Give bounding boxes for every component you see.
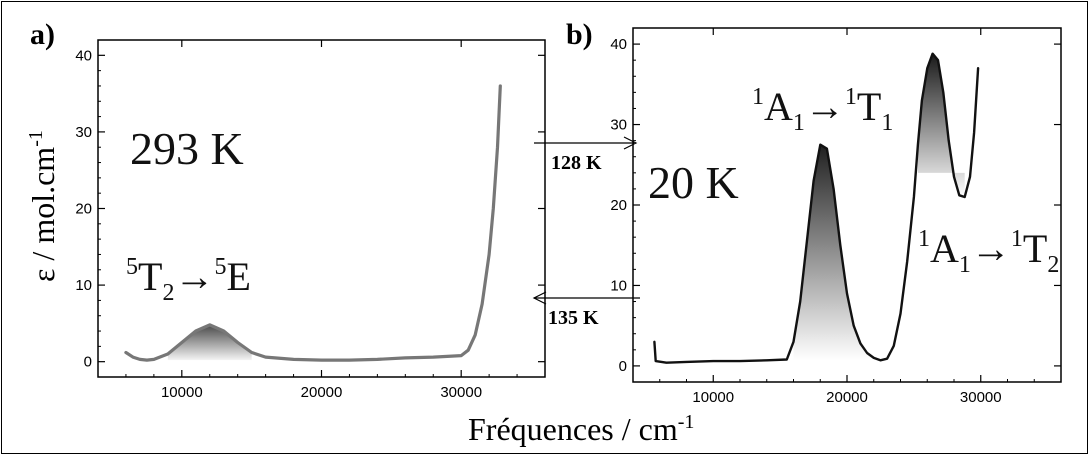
panel-b-y-tick-label: 0 bbox=[619, 358, 627, 375]
arrow-135k-label: 135 K bbox=[548, 307, 599, 329]
panel-a-band-5e bbox=[167, 324, 252, 361]
transition-1a1-1t2-label: 1A1→1T2 bbox=[918, 226, 1059, 278]
panel-a-y-tick-label: 40 bbox=[75, 47, 92, 64]
arrow-128k-label: 128 K bbox=[551, 152, 602, 174]
panel-b-spectrum-line bbox=[653, 52, 980, 364]
panel-a-ticks: 0 10 20 30 40 10000 20000 30000 bbox=[75, 39, 545, 401]
panel-b-y-tick-label: 10 bbox=[610, 277, 627, 294]
panel-b-x-tick-label: 20000 bbox=[826, 389, 868, 406]
panel-b-y-tick-label: 40 bbox=[610, 36, 627, 53]
panel-b-y-tick-label: 20 bbox=[610, 197, 627, 214]
panel-b-y-tick-label: 30 bbox=[610, 117, 627, 134]
panel-b-ticks: 0 10 20 30 40 10000 20000 30000 bbox=[610, 27, 1061, 406]
panel-a-marks bbox=[124, 84, 502, 362]
arrow-135k bbox=[532, 291, 640, 305]
temperature-20k-label: 20 K bbox=[648, 157, 739, 208]
panel-a-spectrum-line bbox=[124, 84, 502, 362]
panel-a-y-tick-label: 20 bbox=[75, 201, 92, 218]
panel-a-x-tick-label: 10000 bbox=[161, 384, 203, 401]
panel-a-x-tick-label: 30000 bbox=[440, 384, 482, 401]
transition-1a1-1t1-label: 1A1→1T1 bbox=[752, 84, 893, 136]
panel-a-x-tick-label: 20000 bbox=[301, 384, 343, 401]
panel-b-marks bbox=[653, 52, 980, 364]
x-axis-title: Fréquences / cm-1 bbox=[468, 411, 694, 447]
panel-a-y-tick-label: 0 bbox=[84, 354, 92, 371]
y-axis-title: ε / mol.cm-1 bbox=[25, 130, 61, 282]
panel-b-x-tick-label: 10000 bbox=[692, 389, 734, 406]
temperature-293k-label: 293 K bbox=[130, 123, 244, 174]
arrow-128k bbox=[534, 136, 638, 150]
transition-5t2-5e-label: 5T2→5E bbox=[126, 254, 251, 306]
panel-b-label: b) bbox=[566, 18, 593, 51]
panel-a-y-tick-label: 30 bbox=[75, 124, 92, 141]
panel-b-x-tick-label: 30000 bbox=[960, 389, 1002, 406]
panel-b-band-1t2 bbox=[917, 53, 965, 197]
panel-a-y-tick-label: 10 bbox=[75, 277, 92, 294]
panel-a-label: a) bbox=[30, 18, 55, 51]
panel-b-band-1t1 bbox=[793, 144, 881, 361]
